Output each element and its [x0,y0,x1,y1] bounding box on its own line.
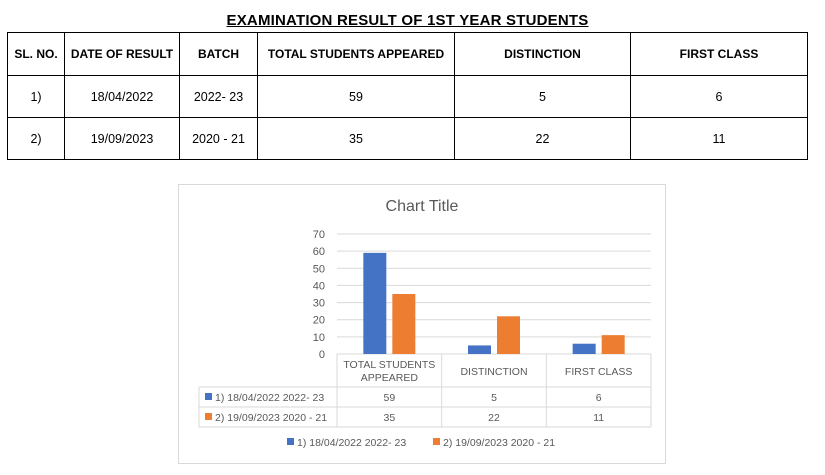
header-first-class: FIRST CLASS [630,32,808,76]
chart-title: Chart Title [385,198,459,215]
data-label: 6 [596,392,602,404]
bar [572,343,596,354]
cell-distinction: 22 [454,117,631,160]
bar [392,294,416,354]
series-key [205,393,212,400]
chart-container: Chart Title 0 10 20 30 40 50 60 70 TOTAL STUDENT… [178,184,666,464]
y-tick-label: 10 [313,332,325,344]
bar [601,335,625,354]
cell-sl-no: 1) [7,75,65,118]
category-label: FIRST CLASS [565,366,633,378]
category-label: TOTAL STUDENTS [343,359,435,371]
series-key [205,413,212,420]
y-tick-label: 20 [313,315,325,327]
data-label: 11 [593,412,604,424]
y-tick-label: 0 [319,349,325,361]
results-table: SL. NO. DATE OF RESULT BATCH TOTAL STUDE… [7,32,808,160]
cell-distinction: 5 [454,75,631,118]
cell-total: 59 [257,75,455,118]
cell-first-class: 11 [630,117,808,160]
cell-date: 19/09/2023 [64,117,180,160]
table-header-row: SL. NO. DATE OF RESULT BATCH TOTAL STUDE… [7,32,808,76]
y-tick-label: 70 [313,229,325,241]
header-sl-no: SL. NO. [7,32,65,76]
data-label: 35 [383,412,395,424]
category-label: APPEARED [361,372,419,384]
header-batch: BATCH [179,32,258,76]
y-tick-label: 40 [313,280,325,292]
legend-swatch [287,438,294,445]
cell-total: 35 [257,117,455,160]
y-tick-label: 30 [313,298,325,310]
header-total-students: TOTAL STUDENTS APPEARED [257,32,455,76]
bar [497,316,520,354]
bar [468,345,491,354]
header-distinction: DISTINCTION [454,32,631,76]
data-label: 59 [383,392,395,404]
series-name: 2) 19/09/2023 2020 - 21 [215,412,327,424]
cell-first-class: 6 [630,75,808,118]
cell-sl-no: 2) [7,117,65,160]
table-row: 2) 19/09/2023 2020 - 21 35 22 11 [7,117,808,160]
bar [363,252,387,354]
header-date-of-result: DATE OF RESULT [64,32,180,76]
data-label: 22 [488,412,500,424]
legend-swatch [433,438,440,445]
page-title: EXAMINATION RESULT OF 1ST YEAR STUDENTS [226,12,589,29]
legend-entry: 1) 18/04/2022 2022- 23 [297,437,406,449]
series-name: 1) 18/04/2022 2022- 23 [215,392,324,404]
category-label: DISTINCTION [460,366,527,378]
legend-entry: 2) 19/09/2023 2020 - 21 [443,437,555,449]
table-row: 1) 18/04/2022 2022- 23 59 5 6 [7,75,808,118]
y-tick-label: 60 [313,246,325,258]
cell-batch: 2022- 23 [179,75,258,118]
cell-batch: 2020 - 21 [179,117,258,160]
y-tick-label: 50 [313,263,325,275]
data-label: 5 [491,392,497,404]
cell-date: 18/04/2022 [64,75,180,118]
